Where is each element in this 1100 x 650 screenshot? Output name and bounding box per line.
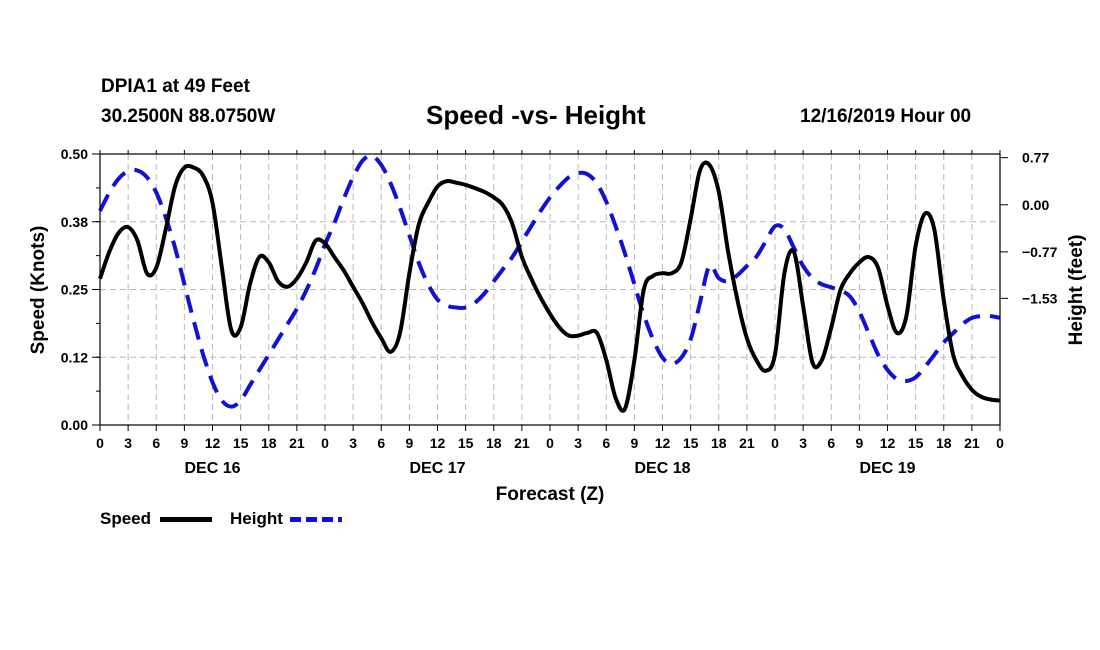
x-tick-label: 12	[880, 435, 896, 451]
y-tick-label: 0.12	[61, 349, 88, 365]
legend-speed-swatch	[160, 517, 212, 522]
x-axis-title: Forecast (Z)	[496, 484, 605, 505]
station-label: DPIA1 at 49 Feet	[101, 76, 250, 97]
x-tick-label: 9	[630, 435, 638, 451]
x-tick-label: 21	[289, 435, 305, 451]
x-tick-label: 3	[124, 435, 132, 451]
x-tick-label: 15	[683, 435, 699, 451]
legend-height-swatch	[290, 517, 342, 522]
forecast-timestamp: 12/16/2019 Hour 00	[800, 106, 972, 127]
x-tick-label: 3	[799, 435, 807, 451]
x-tick-label: 12	[655, 435, 671, 451]
x-tick-label: 21	[514, 435, 530, 451]
y2-tick-label: −0.77	[1022, 244, 1058, 260]
y-tick-label: 0.00	[61, 417, 88, 433]
x-tick-label: 18	[261, 435, 277, 451]
axes-layer: 0 3 6 9 12 15 18 21 0 3 6 9 12 15 18 21 0 3 6 9 12 15 18 21 0 3 6 9…	[61, 146, 1058, 477]
x-tick-label: 12	[205, 435, 221, 451]
x-tick-label: 21	[739, 435, 755, 451]
x-tick-label: 18	[486, 435, 502, 451]
x-tick-label: 18	[936, 435, 952, 451]
x-tick-label: 15	[458, 435, 474, 451]
x-tick-label: 0	[96, 435, 104, 451]
y-tick-label: 0.38	[61, 214, 88, 230]
x-tick-label: 0	[996, 435, 1004, 451]
x-tick-label: 15	[908, 435, 924, 451]
x-tick-label: 6	[377, 435, 385, 451]
speed-series-line	[98, 160, 1001, 413]
legend-height-label: Height	[230, 509, 283, 528]
y2-tick-label: −1.53	[1022, 290, 1058, 306]
x-tick-label: 6	[827, 435, 835, 451]
x-tick-label: 0	[546, 435, 554, 451]
y-tick-label: 0.50	[61, 146, 88, 162]
legend-speed-label: Speed	[100, 509, 152, 528]
x-tick-label: 12	[430, 435, 446, 451]
x-tick-label: 9	[180, 435, 188, 451]
day-label: DEC 19	[859, 460, 915, 477]
x-tick-label: 0	[771, 435, 779, 451]
x-tick-label: 9	[405, 435, 413, 451]
chart-title: Speed -vs- Height	[426, 100, 646, 130]
day-label: DEC 16	[184, 460, 240, 477]
x-tick-label: 18	[711, 435, 727, 451]
y2-axis-title: Height (feet)	[1066, 235, 1087, 346]
x-tick-label: 21	[964, 435, 980, 451]
x-tick-label: 6	[602, 435, 610, 451]
series-layer	[98, 153, 1001, 413]
x-tick-label: 3	[349, 435, 357, 451]
grid-lines	[100, 154, 1000, 425]
x-tick-label: 0	[321, 435, 329, 451]
coordinates-label: 30.2500N 88.0750W	[101, 106, 276, 127]
day-label: DEC 17	[409, 460, 465, 477]
x-tick-label: 15	[233, 435, 249, 451]
y2-tick-label: 0.00	[1022, 197, 1049, 213]
y-axis-title: Speed (Knots)	[28, 226, 49, 355]
y2-tick-label: 0.77	[1022, 150, 1049, 166]
x-tick-label: 3	[574, 435, 582, 451]
x-tick-label: 6	[152, 435, 160, 451]
x-tick-label: 9	[855, 435, 863, 451]
y-tick-label: 0.25	[61, 282, 88, 298]
height-series-line	[98, 153, 1001, 409]
day-label: DEC 18	[634, 460, 690, 477]
